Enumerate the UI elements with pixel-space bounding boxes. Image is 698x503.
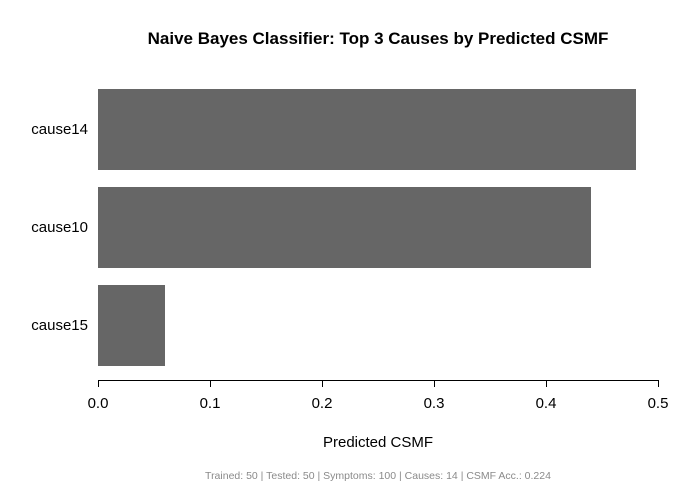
x-axis-tick-label: 0.3 — [423, 395, 445, 412]
y-axis-label-cause10: cause10 — [31, 219, 88, 236]
footer-caption: Trained: 50 | Tested: 50 | Symptoms: 100… — [205, 470, 551, 482]
x-axis-tick — [546, 380, 547, 387]
bar-cause14 — [98, 89, 636, 170]
x-axis-tick — [658, 380, 659, 387]
x-axis-line — [98, 380, 659, 381]
bar-cause10 — [98, 187, 591, 268]
x-axis-tick-label: 0.0 — [87, 395, 109, 412]
y-axis-label-cause14: cause14 — [31, 121, 88, 138]
x-axis-tick-label: 0.1 — [199, 395, 221, 412]
x-axis-tick — [434, 380, 435, 387]
y-axis-label-cause15: cause15 — [31, 317, 88, 334]
x-axis-tick-label: 0.4 — [535, 395, 557, 412]
x-axis-tick-label: 0.2 — [311, 395, 333, 412]
x-axis-tick — [322, 380, 323, 387]
bar-cause15 — [98, 285, 165, 366]
x-axis-tick-label: 0.5 — [647, 395, 669, 412]
x-axis-tick — [210, 380, 211, 387]
x-axis-title: Predicted CSMF — [322, 434, 434, 451]
chart-title: Naive Bayes Classifier: Top 3 Causes by … — [147, 29, 609, 48]
x-axis-tick — [98, 380, 99, 387]
